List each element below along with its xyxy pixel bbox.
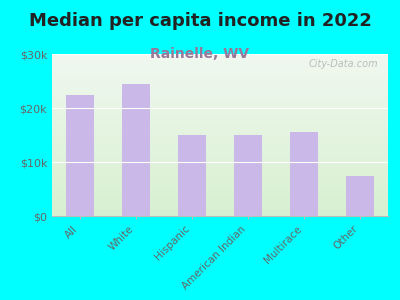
Text: Rainelle, WV: Rainelle, WV: [150, 46, 250, 61]
Bar: [346, 176, 374, 216]
Bar: [290, 132, 318, 216]
Bar: [66, 94, 94, 216]
Bar: [178, 135, 206, 216]
Text: City-Data.com: City-Data.com: [308, 59, 378, 69]
Text: Median per capita income in 2022: Median per capita income in 2022: [28, 12, 372, 30]
Bar: [234, 135, 262, 216]
Bar: [122, 84, 150, 216]
